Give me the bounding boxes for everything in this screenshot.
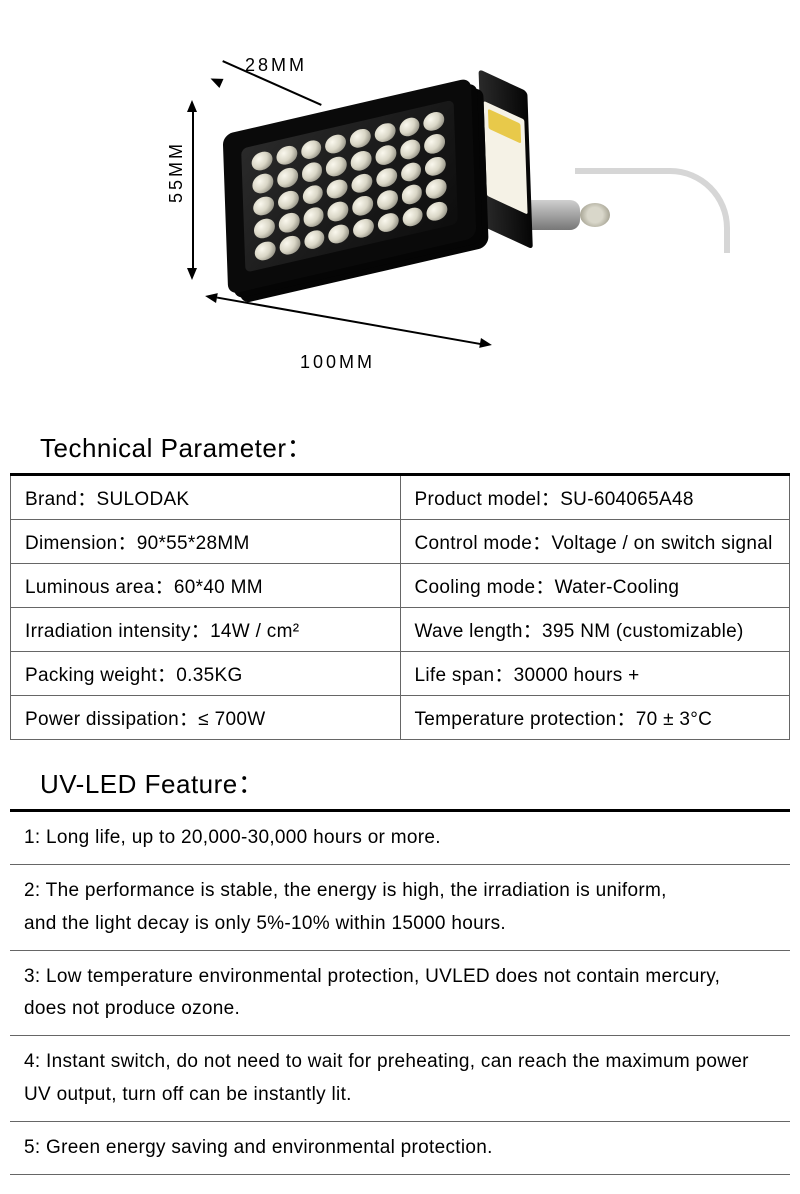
led-icon: [327, 200, 348, 223]
dim-height-label: 55MM: [166, 141, 187, 203]
param-cell: Brand：SULODAK: [11, 476, 401, 520]
table-row: Power dissipation：≤ 700WTemperature prot…: [11, 696, 790, 740]
device-side-label: [484, 101, 528, 215]
table-row: Brand：SULODAKProduct model：SU-604065A48: [11, 476, 790, 520]
led-icon: [276, 144, 297, 167]
technical-parameter-table: Brand：SULODAKProduct model：SU-604065A48D…: [10, 476, 790, 740]
led-icon: [350, 127, 371, 150]
led-icon: [302, 183, 323, 206]
arrowhead-icon: [479, 338, 493, 350]
dim-width-label: 100MM: [300, 352, 375, 373]
led-icon: [254, 239, 275, 262]
led-icon: [253, 194, 274, 217]
led-icon: [376, 166, 397, 189]
led-icon: [350, 149, 371, 172]
led-icon: [304, 228, 325, 251]
device-frame: [223, 78, 477, 295]
feature-list: 1: Long life, up to 20,000-30,000 hours …: [10, 812, 790, 1175]
feature-item: 5: Green energy saving and environmental…: [10, 1122, 790, 1175]
param-cell: Irradiation intensity：14W / cm²: [11, 608, 401, 652]
technical-parameter-title: Technical Parameter：: [10, 420, 790, 476]
led-icon: [327, 177, 348, 200]
param-cell: Temperature protection：70 ± 3°C: [400, 696, 790, 740]
led-icon: [279, 234, 300, 257]
led-icon: [426, 199, 447, 222]
led-icon: [424, 132, 445, 155]
table-row: Packing weight：0.35KGLife span：30000 hou…: [11, 652, 790, 696]
param-cell: Life span：30000 hours +: [400, 652, 790, 696]
led-array: [241, 100, 458, 273]
param-cell: Product model：SU-604065A48: [400, 476, 790, 520]
param-cell: Control mode：Voltage / on switch signal: [400, 520, 790, 564]
led-icon: [300, 138, 321, 161]
led-icon: [425, 155, 446, 178]
param-cell: Dimension：90*55*28MM: [11, 520, 401, 564]
led-icon: [352, 194, 373, 217]
led-icon: [328, 222, 349, 245]
feature-item: 1: Long life, up to 20,000-30,000 hours …: [10, 812, 790, 865]
param-cell: Wave length：395 NM (customizable): [400, 608, 790, 652]
led-icon: [399, 116, 420, 139]
led-icon: [254, 217, 275, 240]
led-icon: [351, 172, 372, 195]
led-icon: [400, 160, 421, 183]
feature-item: 2: The performance is stable, the energy…: [10, 865, 790, 951]
arrowhead-icon: [208, 74, 223, 88]
led-icon: [400, 138, 421, 161]
led-icon: [325, 133, 346, 156]
led-icon: [375, 144, 396, 167]
led-icon: [252, 172, 273, 195]
led-icon: [423, 110, 444, 133]
arrowhead-icon: [187, 268, 197, 280]
led-icon: [303, 205, 324, 228]
table-row: Irradiation intensity：14W / cm²Wave leng…: [11, 608, 790, 652]
param-cell: Cooling mode：Water-Cooling: [400, 564, 790, 608]
led-icon: [377, 188, 398, 211]
uv-led-feature-title: UV-LED Feature：: [10, 756, 790, 812]
led-icon: [374, 121, 395, 144]
led-icon: [377, 211, 398, 234]
led-icon: [277, 166, 298, 189]
dim-height-arrow: [192, 110, 194, 270]
dim-depth-label: 28MM: [245, 55, 307, 76]
table-row: Dimension：90*55*28MMControl mode：Voltage…: [11, 520, 790, 564]
led-icon: [278, 211, 299, 234]
feature-item: 4: Instant switch, do not need to wait f…: [10, 1036, 790, 1122]
product-diagram: 28MM 55MM 100MM: [0, 0, 800, 420]
feature-item: 3: Low temperature environmental protect…: [10, 951, 790, 1037]
led-icon: [353, 217, 374, 240]
led-icon: [401, 183, 422, 206]
led-icon: [277, 189, 298, 212]
led-icon: [402, 205, 423, 228]
table-row: Luminous area：60*40 MMCooling mode：Water…: [11, 564, 790, 608]
param-cell: Luminous area：60*40 MM: [11, 564, 401, 608]
device-illustration: [223, 75, 488, 324]
param-cell: Packing weight：0.35KG: [11, 652, 401, 696]
connector-icon: [525, 200, 580, 230]
led-icon: [301, 161, 322, 184]
arrowhead-icon: [204, 291, 218, 303]
led-icon: [326, 155, 347, 178]
led-icon: [251, 150, 272, 173]
arrowhead-icon: [187, 100, 197, 112]
param-cell: Power dissipation：≤ 700W: [11, 696, 401, 740]
led-icon: [426, 177, 447, 200]
